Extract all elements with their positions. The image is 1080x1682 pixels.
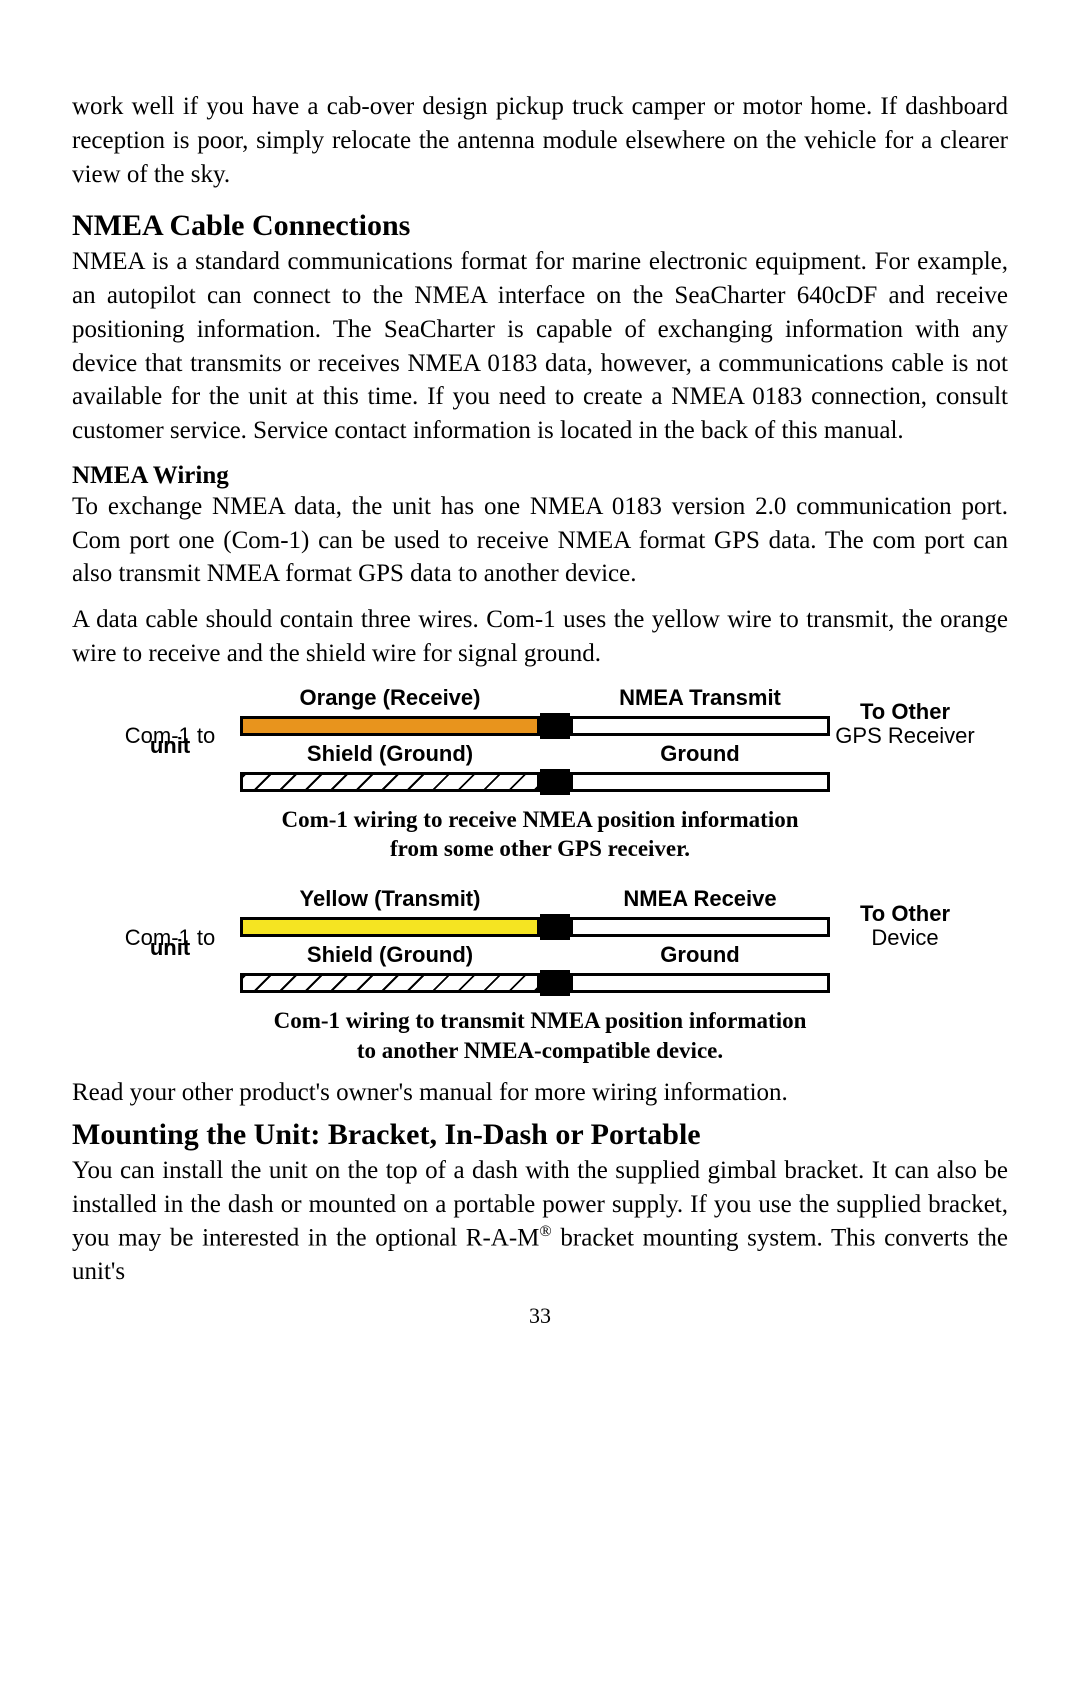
- label-unit-2: unit: [150, 935, 190, 960]
- caption-line: Com-1 wiring to transmit NMEA position i…: [274, 1008, 807, 1033]
- caption-line: from some other GPS receiver.: [390, 836, 690, 861]
- wiring-diagram-receive: Orange (Receive) NMEA Transmit To Other …: [100, 685, 980, 865]
- paragraph-read-manual: Read your other product's owner's manual…: [72, 1076, 1008, 1110]
- wire-nmea-transmit: [570, 716, 830, 736]
- label-yellow-transmit: Yellow (Transmit): [240, 886, 540, 912]
- wire-connector-icon: [540, 713, 570, 739]
- paragraph-wiring-1: To exchange NMEA data, the unit has one …: [72, 490, 1008, 591]
- label-nmea-transmit: NMEA Transmit: [570, 685, 830, 711]
- diagram2-caption: Com-1 wiring to transmit NMEA position i…: [100, 1006, 980, 1066]
- wire-shield-1: [240, 772, 540, 792]
- caption-line: Com-1 wiring to receive NMEA position in…: [281, 807, 798, 832]
- wire-shield-2: [240, 973, 540, 993]
- label-shield-ground-1: Shield (Ground): [240, 741, 540, 767]
- heading-nmea-cable: NMEA Cable Connections: [72, 209, 1008, 243]
- diagram1-caption: Com-1 wiring to receive NMEA position in…: [100, 805, 980, 865]
- paragraph-wiring-2: A data cable should contain three wires.…: [72, 603, 1008, 671]
- label-ground-2: Ground: [570, 942, 830, 968]
- wire-connector-icon: [540, 769, 570, 795]
- paragraph-intro-continued: work well if you have a cab-over design …: [72, 90, 1008, 191]
- manual-page: work well if you have a cab-over design …: [0, 0, 1080, 1369]
- wiring-diagram-transmit: Yellow (Transmit) NMEA Receive To Other …: [100, 886, 980, 1066]
- caption-line: to another NMEA-compatible device.: [357, 1038, 723, 1063]
- wire-ground-2: [570, 973, 830, 993]
- heading-nmea-wiring: NMEA Wiring: [72, 462, 1008, 490]
- paragraph-nmea: NMEA is a standard communications format…: [72, 245, 1008, 448]
- heading-mounting: Mounting the Unit: Bracket, In-Dash or P…: [72, 1118, 1008, 1152]
- wire-connector-icon: [540, 970, 570, 996]
- label-shield-ground-2: Shield (Ground): [240, 942, 540, 968]
- label-unit-1: unit: [150, 733, 190, 758]
- wire-connector-icon: [540, 914, 570, 940]
- label-nmea-receive: NMEA Receive: [570, 886, 830, 912]
- wire-yellow: [240, 917, 540, 937]
- label-to-other-2a: To Other: [860, 901, 950, 926]
- wire-nmea-receive: [570, 917, 830, 937]
- label-to-other-1b: GPS Receiver: [835, 723, 974, 748]
- wire-ground-1: [570, 772, 830, 792]
- label-to-other-2b: Device: [871, 925, 938, 950]
- paragraph-mounting: You can install the unit on the top of a…: [72, 1154, 1008, 1289]
- label-ground-1: Ground: [570, 741, 830, 767]
- page-number: 33: [72, 1303, 1008, 1329]
- label-to-other-1a: To Other: [860, 699, 950, 724]
- label-orange-receive: Orange (Receive): [240, 685, 540, 711]
- registered-icon: ®: [539, 1222, 551, 1240]
- wire-orange: [240, 716, 540, 736]
